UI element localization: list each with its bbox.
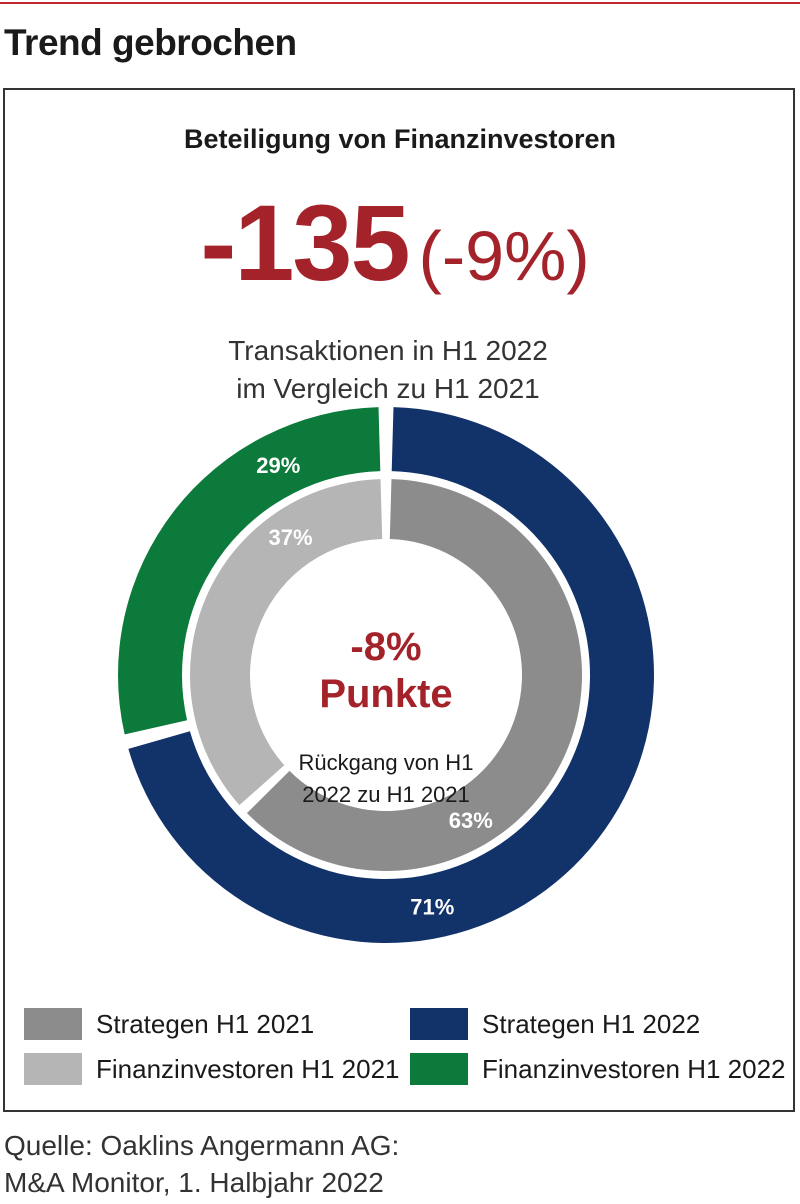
chart-frame bbox=[3, 88, 795, 1112]
top-rule bbox=[0, 2, 800, 4]
center-value: -8% bbox=[350, 625, 421, 669]
legend-item-2: Strategen H1 2022 bbox=[410, 1008, 700, 1040]
outer-ring-label-1: 71% bbox=[410, 894, 454, 919]
center-note-line2: 2022 zu H1 2021 bbox=[302, 782, 470, 807]
legend-label: Finanzinvestoren H1 2022 bbox=[482, 1053, 786, 1084]
legend-item-1: Strategen H1 2021 bbox=[24, 1008, 314, 1040]
source-line1: Quelle: Oaklins Angermann AG: bbox=[4, 1130, 400, 1161]
inner-ring-slice-2 bbox=[190, 479, 383, 806]
kpi-description-line2: im Vergleich zu H1 2021 bbox=[236, 373, 540, 404]
center-note-line1: Rückgang von H1 bbox=[299, 750, 474, 775]
legend-label: Strategen H1 2021 bbox=[96, 1008, 315, 1039]
legend-label: Strategen H1 2022 bbox=[482, 1008, 701, 1039]
source-note: Quelle: Oaklins Angermann AG: M&A Monito… bbox=[4, 1127, 399, 1201]
center-unit: Punkte bbox=[319, 672, 452, 716]
kpi-description-line1: Transaktionen in H1 2022 bbox=[228, 335, 548, 366]
legend-item-3: Finanzinvestoren H1 2021 bbox=[24, 1053, 400, 1085]
legend-label: Finanzinvestoren H1 2021 bbox=[96, 1053, 400, 1084]
outer-ring-label-2: 29% bbox=[256, 453, 300, 478]
legend-swatch bbox=[410, 1053, 468, 1085]
legend-swatch bbox=[410, 1008, 468, 1040]
outer-ring-slice-2 bbox=[118, 407, 381, 735]
kpi-headline: -135 (-9%) bbox=[0, 180, 790, 305]
source-line2: M&A Monitor, 1. Halbjahr 2022 bbox=[4, 1167, 384, 1198]
inner-ring-label-2: 37% bbox=[269, 525, 313, 550]
legend-swatch bbox=[24, 1008, 82, 1040]
kpi-description: Transaktionen in H1 2022 im Vergleich zu… bbox=[0, 332, 776, 408]
kpi-percent: (-9%) bbox=[418, 217, 590, 295]
kpi-value: -135 bbox=[200, 182, 410, 303]
inner-ring-label-1: 63% bbox=[449, 808, 493, 833]
legend-swatch bbox=[24, 1053, 82, 1085]
chart-subtitle: Beteiligung von Finanzinvestoren bbox=[183, 124, 617, 154]
legend-item-4: Finanzinvestoren H1 2022 bbox=[410, 1053, 786, 1085]
headline: Trend gebrochen bbox=[4, 22, 297, 63]
inner-ring-slice-1 bbox=[246, 479, 582, 871]
